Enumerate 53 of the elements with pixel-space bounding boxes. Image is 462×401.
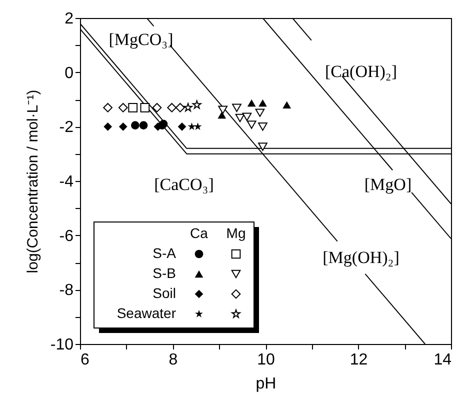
point — [139, 121, 148, 130]
x-axis-title: pH — [256, 376, 276, 392]
point — [282, 101, 292, 109]
y-tick-label: -2 — [59, 119, 74, 136]
point — [103, 102, 113, 112]
point — [192, 100, 202, 109]
point — [167, 102, 177, 112]
point — [258, 122, 268, 131]
point — [118, 102, 128, 112]
point — [178, 122, 186, 131]
y-axis-title: log(Concentration / mol·L⁻¹) — [24, 90, 42, 274]
x-tick-label: 14 — [434, 352, 452, 368]
y-tick-label: -10 — [50, 336, 74, 354]
y-tick-label: -8 — [59, 282, 74, 300]
x-tick-label: 8 — [168, 352, 178, 368]
point — [188, 122, 196, 130]
annotation: [CaCO₃] — [154, 175, 214, 194]
y-tick-label: -4 — [59, 174, 74, 190]
legend-label: Seawater — [116, 305, 176, 321]
annotation: Ca — [190, 225, 208, 241]
annotation: Mg — [226, 225, 246, 241]
point — [218, 111, 226, 119]
point — [235, 114, 245, 122]
point — [104, 122, 112, 131]
legend-label: S-A — [152, 245, 177, 261]
point — [140, 102, 150, 112]
y-tick-label: 2 — [64, 10, 74, 28]
x-tick-label: 12 — [350, 352, 368, 368]
point — [255, 108, 265, 117]
point — [242, 112, 252, 122]
x-tick-label: 6 — [80, 352, 90, 368]
legend-label: Soil — [152, 285, 176, 301]
point — [247, 99, 256, 107]
point — [118, 122, 128, 131]
point — [194, 122, 202, 130]
legend-label: S-B — [152, 265, 176, 281]
point — [152, 102, 162, 112]
x-tick-label: 10 — [257, 352, 275, 368]
point — [218, 106, 228, 114]
annotation: [MgCO₃] — [108, 30, 174, 49]
y-tick-label: 0 — [64, 64, 74, 82]
point — [175, 102, 185, 112]
point — [246, 120, 256, 129]
point — [184, 102, 193, 112]
annotation: [Mg(OH)₂] — [322, 248, 400, 267]
point — [258, 142, 268, 151]
y-tick-label: -6 — [59, 228, 74, 245]
annotation: [Ca(OH)₂] — [324, 62, 398, 81]
annotation: [MgO] — [364, 175, 412, 194]
point — [232, 104, 242, 112]
point — [131, 121, 140, 130]
point — [258, 99, 267, 107]
point — [128, 102, 138, 112]
